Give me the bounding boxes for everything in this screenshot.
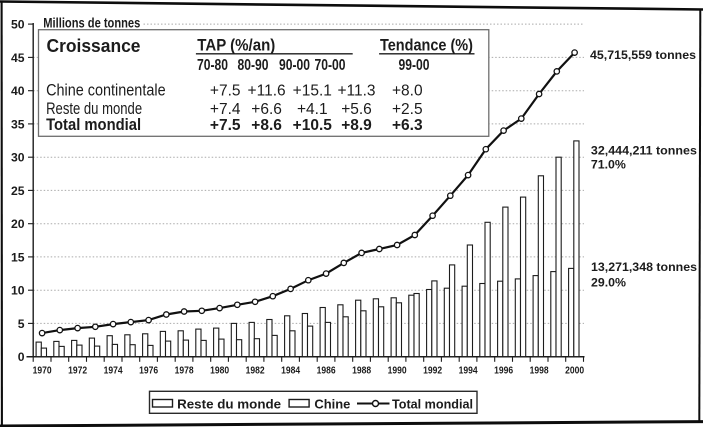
svg-text:35: 35 — [11, 117, 25, 131]
svg-text:32,444,211 tonnes: 32,444,211 tonnes — [591, 144, 697, 158]
svg-text:+8.6: +8.6 — [251, 117, 282, 134]
svg-text:+6.6: +6.6 — [251, 101, 282, 118]
svg-text:71.0%: 71.0% — [591, 157, 626, 171]
svg-text:20: 20 — [11, 217, 25, 231]
svg-text:1994: 1994 — [459, 365, 478, 377]
svg-text:1998: 1998 — [530, 365, 549, 377]
svg-text:TAP (%/an): TAP (%/an) — [197, 36, 275, 55]
svg-text:1982: 1982 — [246, 365, 265, 377]
svg-text:30: 30 — [11, 151, 25, 165]
svg-text:90-00: 90-00 — [279, 57, 310, 74]
svg-text:+7.5: +7.5 — [210, 117, 241, 134]
svg-text:1986: 1986 — [317, 365, 336, 377]
svg-text:+2.5: +2.5 — [392, 101, 423, 118]
svg-text:70-80: 70-80 — [197, 57, 228, 74]
svg-text:Total mondial: Total mondial — [46, 116, 141, 134]
svg-text:1978: 1978 — [175, 365, 194, 377]
svg-text:50: 50 — [11, 18, 25, 32]
svg-text:Chine continentale: Chine continentale — [46, 81, 166, 99]
svg-text:+4.1: +4.1 — [297, 101, 328, 118]
svg-text:1996: 1996 — [494, 365, 513, 377]
svg-text:1970: 1970 — [33, 365, 52, 377]
svg-text:+10.5: +10.5 — [293, 117, 333, 134]
svg-text:45: 45 — [11, 51, 25, 65]
svg-text:29.0%: 29.0% — [591, 276, 626, 290]
svg-text:+8.0: +8.0 — [392, 82, 423, 99]
svg-text:99-00: 99-00 — [399, 57, 430, 74]
svg-text:1990: 1990 — [388, 365, 407, 377]
svg-text:Reste du monde: Reste du monde — [177, 396, 281, 411]
svg-text:40: 40 — [11, 84, 25, 98]
svg-text:80-90: 80-90 — [238, 57, 269, 74]
svg-text:Chine: Chine — [314, 396, 350, 411]
svg-text:Croissance: Croissance — [47, 36, 141, 56]
svg-text:10: 10 — [11, 284, 25, 298]
svg-text:+11.3: +11.3 — [337, 82, 375, 99]
svg-text:0: 0 — [18, 350, 25, 364]
svg-text:1992: 1992 — [423, 365, 442, 377]
svg-text:Tendance (%): Tendance (%) — [380, 36, 473, 55]
svg-text:+8.9: +8.9 — [341, 117, 372, 134]
svg-text:1984: 1984 — [281, 365, 300, 377]
svg-text:+7.5: +7.5 — [210, 82, 241, 99]
svg-text:1976: 1976 — [139, 365, 158, 377]
svg-text:+11.6: +11.6 — [248, 82, 286, 99]
svg-text:1980: 1980 — [210, 365, 229, 377]
svg-text:+15.1: +15.1 — [293, 82, 332, 99]
svg-text:15: 15 — [11, 250, 25, 264]
svg-text:Millions de tonnes: Millions de tonnes — [43, 14, 140, 30]
svg-text:2000: 2000 — [565, 365, 584, 377]
svg-text:70-00: 70-00 — [315, 57, 346, 74]
svg-text:Total mondial: Total mondial — [392, 396, 473, 411]
svg-text:25: 25 — [11, 184, 25, 198]
svg-text:13,271,348 tonnes: 13,271,348 tonnes — [591, 260, 697, 274]
svg-text:+6.3: +6.3 — [392, 117, 423, 134]
svg-text:+7.4: +7.4 — [210, 101, 241, 118]
svg-text:Reste du monde: Reste du monde — [46, 100, 142, 118]
svg-text:1972: 1972 — [68, 365, 87, 377]
svg-text:1988: 1988 — [352, 365, 371, 377]
svg-text:5: 5 — [18, 317, 25, 331]
svg-text:1974: 1974 — [104, 365, 123, 377]
svg-text:45,715,559 tonnes: 45,715,559 tonnes — [590, 48, 696, 62]
svg-text:+5.6: +5.6 — [341, 101, 372, 118]
